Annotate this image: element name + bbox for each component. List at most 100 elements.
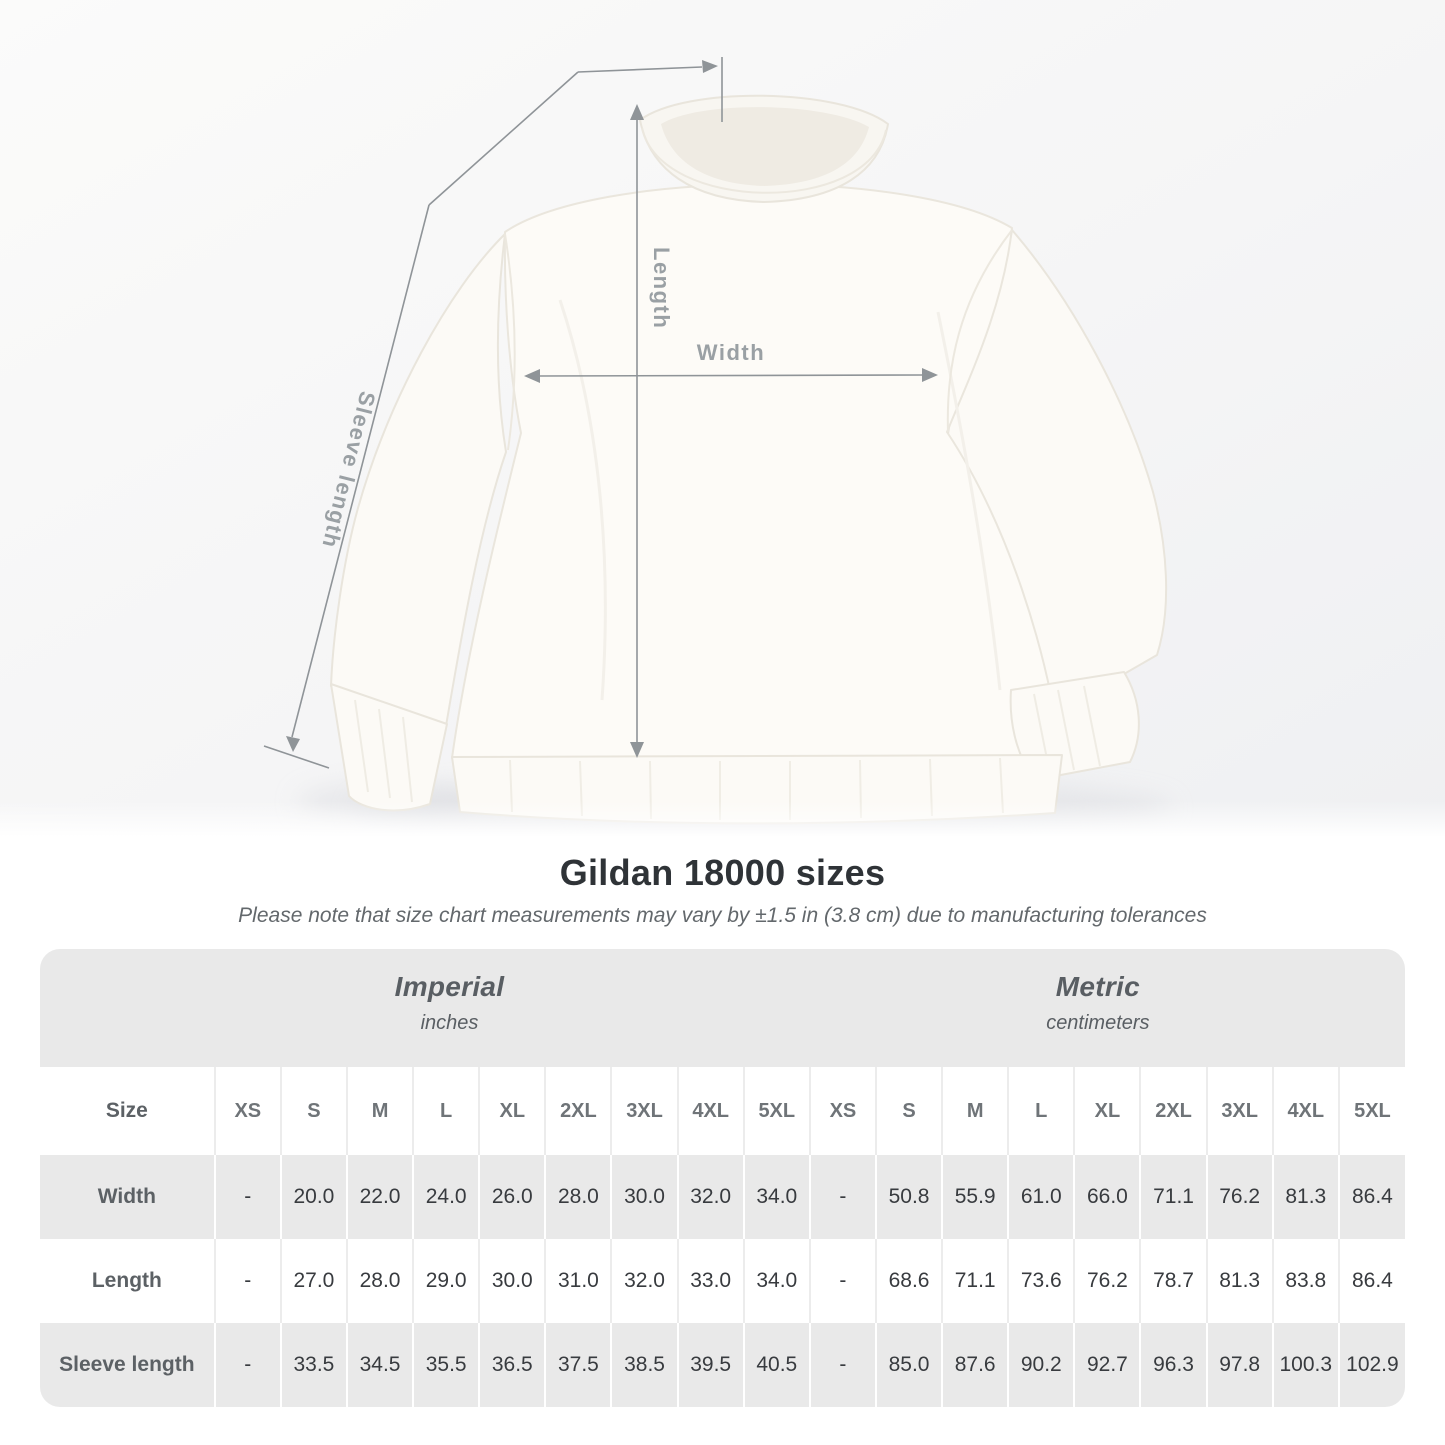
size-column-header: M bbox=[345, 1067, 414, 1155]
measurement-cell: - bbox=[808, 1155, 876, 1239]
measurement-row: Sleeve length -33.5 34.5 35.5 36.5 37.5 38.5 39… bbox=[40, 1323, 1405, 1407]
measurement-cell: 50.8 bbox=[874, 1155, 943, 1239]
neck-opening bbox=[661, 107, 869, 186]
metric-label: Metric bbox=[1055, 971, 1141, 1002]
measurement-cell: 86.4 bbox=[1337, 1155, 1405, 1239]
waistband-ribbing bbox=[509, 757, 1004, 820]
fabric-fold bbox=[936, 311, 1002, 691]
arrow-down-icon bbox=[630, 742, 644, 758]
measurement-cell: 38.5 bbox=[610, 1323, 678, 1407]
right-armhole-seam bbox=[946, 229, 1013, 433]
right-cuff bbox=[1009, 671, 1140, 781]
measurement-cell: 92.7 bbox=[1073, 1323, 1141, 1407]
arrow-left-icon bbox=[524, 369, 540, 383]
waistband bbox=[451, 754, 1063, 825]
measurement-row: Length -27.0 28.0 29.0 30.0 31.0 32.0 33.0 34.0-… bbox=[40, 1239, 1405, 1323]
arrow-right-icon bbox=[922, 368, 938, 382]
measurement-row-label: Width bbox=[97, 1185, 156, 1208]
page-title: Gildan 18000 sizes bbox=[559, 852, 886, 893]
measurement-cell: 100.3 bbox=[1271, 1323, 1339, 1407]
measurement-cell: - bbox=[213, 1155, 281, 1239]
measurement-cell: 71.1 bbox=[941, 1239, 1009, 1323]
left-cuff-ribbing bbox=[354, 699, 413, 803]
size-column-header: XL bbox=[1073, 1067, 1141, 1155]
measurement-cell: 30.0 bbox=[610, 1155, 678, 1239]
size-table-body: Width -20.0 22.0 24.0 26.0 28.0 30.0 32.0 34.0-5… bbox=[40, 1155, 1405, 1407]
arrow-up-icon bbox=[630, 104, 644, 120]
size-column-header: S bbox=[874, 1067, 943, 1155]
measurement-cell: - bbox=[808, 1239, 876, 1323]
size-chart-card: Imperial inches Metric centimeters Size … bbox=[40, 949, 1405, 1407]
measurement-cell: 26.0 bbox=[478, 1155, 546, 1239]
measurement-cell: - bbox=[808, 1323, 876, 1407]
measurement-cell: 34.0 bbox=[742, 1155, 810, 1239]
arrow-down-left-icon bbox=[286, 736, 300, 752]
unit-header-band: Imperial inches Metric centimeters bbox=[40, 949, 1405, 1067]
metric-unit-label: centimeters bbox=[1046, 1012, 1150, 1034]
measurement-cell: 55.9 bbox=[941, 1155, 1009, 1239]
measurement-cell: 32.0 bbox=[676, 1155, 744, 1239]
sleeve-dimension-line bbox=[291, 204, 430, 738]
measurement-cell: 28.0 bbox=[544, 1155, 612, 1239]
measurement-cell: 102.9 bbox=[1337, 1323, 1405, 1407]
tolerance-note: Please note that size chart measurements… bbox=[238, 904, 1207, 927]
left-armhole-seam bbox=[504, 233, 516, 451]
measurement-cell: 31.0 bbox=[544, 1239, 612, 1323]
measurement-cell: 85.0 bbox=[874, 1323, 943, 1407]
measurement-cell: 39.5 bbox=[676, 1323, 744, 1407]
imperial-section-header: Imperial inches bbox=[395, 971, 505, 1035]
measurement-cell: 22.0 bbox=[345, 1155, 414, 1239]
sleeve-top-extension-line bbox=[577, 66, 703, 73]
size-corner-header: Size bbox=[105, 1099, 148, 1122]
measurement-row-label: Sleeve length bbox=[59, 1353, 195, 1376]
width-dimension-label: Width bbox=[697, 340, 765, 365]
measurement-cell: 36.5 bbox=[478, 1323, 546, 1407]
metric-section-header: Metric centimeters bbox=[1046, 971, 1149, 1035]
measurement-cell: 35.5 bbox=[412, 1323, 480, 1407]
size-header-row: Size XS S M L XL 2XL 3XL 4XL 5XL XS S M L XL 2XL 3XL 4XL… bbox=[40, 1067, 1405, 1155]
size-column-header: XS bbox=[808, 1067, 876, 1155]
measurement-cell: 96.3 bbox=[1139, 1323, 1207, 1407]
sweatshirt-illustration bbox=[297, 94, 1172, 836]
size-column-header: S bbox=[279, 1067, 347, 1155]
measurement-cell: 97.8 bbox=[1205, 1323, 1273, 1407]
size-column-header: L bbox=[412, 1067, 480, 1155]
sweatshirt-measurement-diagram: Length Width Sleeve length bbox=[0, 0, 1445, 836]
imperial-label: Imperial bbox=[394, 971, 505, 1002]
product-photo: Length Width Sleeve length bbox=[0, 0, 1445, 837]
size-column-header: 2XL bbox=[1139, 1067, 1207, 1155]
fabric-fold bbox=[558, 299, 607, 701]
measurement-cell: 20.0 bbox=[279, 1155, 347, 1239]
measurement-cell: 40.5 bbox=[742, 1323, 810, 1407]
measurement-cell: - bbox=[213, 1323, 281, 1407]
measurement-cell: 86.4 bbox=[1337, 1239, 1405, 1323]
size-column-header: 4XL bbox=[1271, 1067, 1339, 1155]
measurement-cell: 90.2 bbox=[1007, 1323, 1075, 1407]
measurement-cell: 28.0 bbox=[345, 1239, 414, 1323]
size-column-header: M bbox=[941, 1067, 1009, 1155]
measurement-cell: 83.8 bbox=[1271, 1239, 1339, 1323]
size-column-header: L bbox=[1007, 1067, 1075, 1155]
width-dimension-line bbox=[538, 374, 924, 377]
measurement-cell: 76.2 bbox=[1205, 1155, 1273, 1239]
measurement-cell: 27.0 bbox=[279, 1239, 347, 1323]
size-column-header: 3XL bbox=[1205, 1067, 1273, 1155]
sleeve-end-tick bbox=[263, 745, 330, 769]
arrow-right-icon bbox=[702, 60, 718, 73]
measurement-cell: 34.0 bbox=[742, 1239, 810, 1323]
measurement-cell: 73.6 bbox=[1007, 1239, 1075, 1323]
size-column-header: XS bbox=[213, 1067, 281, 1155]
sleeve-shoulder-connector-line bbox=[428, 71, 579, 206]
measurement-cell: 33.5 bbox=[279, 1323, 347, 1407]
size-column-header: 2XL bbox=[544, 1067, 612, 1155]
measurement-cell: 29.0 bbox=[412, 1239, 480, 1323]
size-column-header: 5XL bbox=[1337, 1067, 1405, 1155]
measurement-cell: 81.3 bbox=[1271, 1155, 1339, 1239]
measurement-cell: 61.0 bbox=[1007, 1155, 1075, 1239]
imperial-unit-label: inches bbox=[420, 1012, 479, 1034]
size-column-header: 4XL bbox=[676, 1067, 744, 1155]
left-cuff bbox=[330, 683, 448, 812]
measurement-cell: 34.5 bbox=[345, 1323, 414, 1407]
measurement-cell: 33.0 bbox=[676, 1239, 744, 1323]
measurement-row: Width -20.0 22.0 24.0 26.0 28.0 30.0 32.0 34.0-5… bbox=[40, 1155, 1405, 1239]
